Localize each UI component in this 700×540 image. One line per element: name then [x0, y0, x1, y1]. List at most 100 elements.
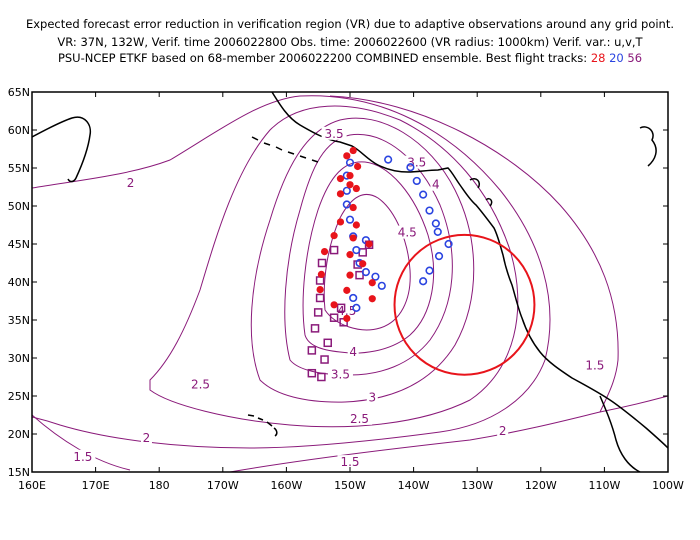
- contour-label: 3.5: [325, 127, 344, 141]
- x-axis: 160E 170E 180 170W 160W 150W 140W 130W 120W 110W 1…: [18, 92, 684, 492]
- flight-track-red-marker: [368, 295, 376, 303]
- contour-label-bg: [70, 449, 96, 463]
- contour-label-bg: [337, 455, 363, 469]
- flight-track-purple-marker: [317, 258, 327, 268]
- contour-line-2.5: [149, 105, 519, 428]
- title-line-1: Expected forecast error reduction in ver…: [25, 17, 675, 31]
- flight-track-red-marker: [352, 184, 360, 193]
- y-tick-label: 15N: [8, 466, 30, 479]
- flight-track-label-red: 28: [590, 51, 606, 65]
- flight-track-red-marker: [330, 232, 338, 240]
- contour-label: 4.5: [337, 304, 356, 318]
- flight-track-red-marker: [365, 240, 373, 248]
- flight-track-purple-marker: [329, 313, 339, 322]
- y-tick-label: 20N: [8, 428, 30, 441]
- x-tick-label: 120W: [525, 479, 557, 492]
- flight-track-purple-marker: [320, 355, 329, 364]
- title-line-3-text: PSU-NCEP ETKF based on 68-member 2006022…: [57, 51, 588, 65]
- flight-track-blue-marker: [349, 293, 358, 303]
- contour-label: 4.5: [398, 226, 417, 240]
- y-tick-label: 25N: [8, 390, 30, 403]
- flight-track-blue-marker: [352, 303, 361, 312]
- contour-label-bg: [430, 177, 442, 191]
- y-tick-label: 50N: [8, 200, 30, 213]
- title-line-2: VR: 37N, 132W, Verif. time 2006022800 Ob…: [57, 35, 643, 49]
- contour-label-bg: [188, 377, 214, 391]
- contour-label-bg: [347, 411, 373, 425]
- y-tick-label: 60N: [8, 124, 30, 137]
- flight-track-red-marker: [346, 172, 354, 180]
- x-tick-label: 140W: [398, 479, 430, 492]
- contour-label: 4: [349, 345, 357, 359]
- flight-track-purple-marker: [310, 324, 320, 333]
- contour-line-1.5-north: [329, 95, 619, 413]
- contour-label-bg: [321, 126, 347, 140]
- x-tick-label: 180: [149, 479, 170, 492]
- flight-track-red-marker: [352, 221, 360, 229]
- contour-label: 2: [143, 431, 151, 445]
- flight-track-red-marker: [330, 301, 338, 309]
- flight-track-red-marker: [336, 175, 345, 183]
- y-axis: 15N 20N 25N 30N 35N 40N 45N 50N 55N 60N 65N: [8, 86, 668, 479]
- x-tick-label: 150W: [334, 479, 366, 492]
- flight-track-red-marker: [320, 248, 329, 256]
- flight-track-purple-marker: [336, 303, 346, 313]
- contour-line-4: [302, 161, 434, 354]
- contour-label-bg: [497, 423, 509, 437]
- flight-track-purple-marker: [329, 245, 339, 255]
- contour-label: 2.5: [191, 378, 210, 392]
- y-tick-label: 45N: [8, 238, 30, 251]
- x-tick-label: 130W: [461, 479, 493, 492]
- contour-label-bg: [366, 390, 378, 404]
- coastline-alaska: [271, 92, 668, 449]
- contour-line-3.5: [284, 133, 453, 376]
- x-tick-label: 170E: [82, 479, 110, 492]
- coastline-kamchatka: [32, 116, 92, 183]
- title-line-3: PSU-NCEP ETKF based on 68-member 2006022…: [0, 51, 700, 65]
- flight-track-purple-marker: [323, 338, 332, 348]
- coastline-aleutians: [251, 136, 319, 163]
- flight-track-blue-marker: [406, 163, 415, 172]
- contour-label: 2.5: [350, 412, 369, 426]
- flight-track-blue-marker: [371, 272, 380, 281]
- flight-track-purple-marker: [313, 308, 323, 317]
- flight-track-red-marker: [359, 260, 367, 268]
- flight-track-blue-marker: [444, 239, 453, 249]
- flight-track-blue-marker: [342, 200, 351, 209]
- contour-label: 4: [432, 178, 440, 192]
- contour-label: 3.5: [331, 368, 350, 382]
- contour-label-bg: [394, 225, 420, 239]
- flight-track-blue-marker: [345, 158, 355, 167]
- x-tick-label: 100W: [652, 479, 684, 492]
- contour-label: 3: [368, 391, 376, 405]
- contour-label-bg: [404, 155, 430, 169]
- error-reduction-contours: [32, 95, 668, 472]
- flight-track-blue-marker: [433, 227, 442, 236]
- flight-track-red-marker: [349, 203, 357, 212]
- flight-track-red-marker: [343, 286, 351, 294]
- contour-label-bg: [140, 430, 152, 444]
- x-tick-label: 160E: [18, 479, 46, 492]
- flight-track-red-marker: [343, 152, 351, 160]
- contour-label-bg: [125, 176, 137, 190]
- x-tick-label: 110W: [588, 479, 620, 492]
- flight-track-blue-marker: [434, 252, 444, 261]
- flight-track-red-marker: [346, 181, 354, 189]
- contour-label-bg: [582, 358, 608, 372]
- flight-track-blue-marker: [419, 190, 428, 199]
- flight-track-blue-marker: [352, 245, 361, 255]
- x-tick-label: 170W: [207, 479, 239, 492]
- flight-track-blue-marker: [384, 155, 393, 164]
- flight-track-blue-marker: [419, 277, 428, 286]
- contour-label: 1.5: [340, 455, 359, 469]
- coastline-hawaii: [247, 414, 278, 437]
- flight-track-red-marker: [346, 251, 354, 259]
- contour-label: 3.5: [407, 156, 426, 170]
- y-tick-label: 65N: [8, 86, 30, 99]
- flight-track-red-marker: [316, 286, 324, 294]
- coastline-mexico: [599, 395, 641, 472]
- coastline-bc-islands: [469, 126, 657, 207]
- coastlines: [32, 92, 668, 472]
- flight-track-blue-marker: [377, 281, 386, 290]
